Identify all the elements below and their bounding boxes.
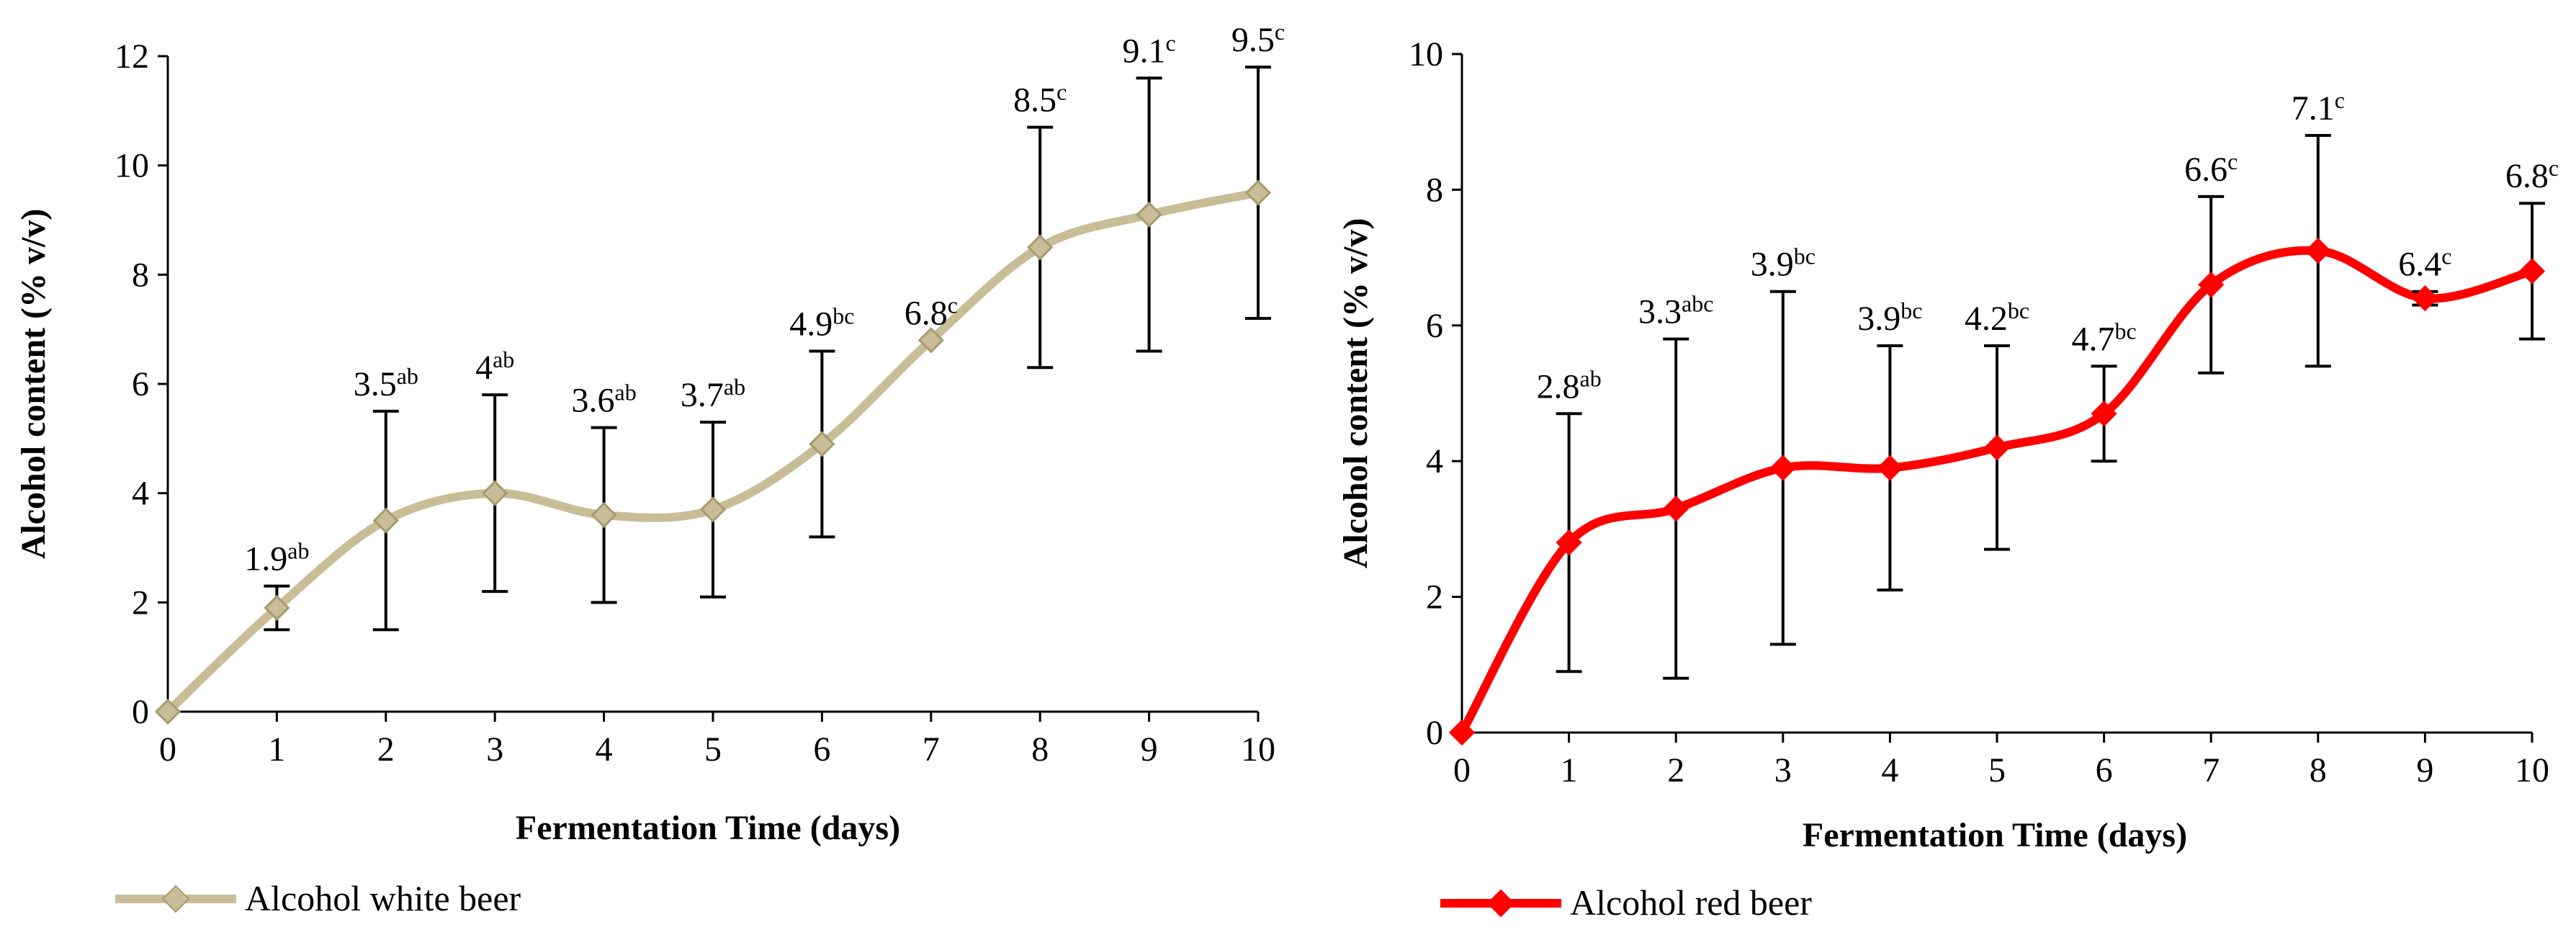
- legend-label: Alcohol red beer: [1570, 882, 1812, 923]
- data-label: 7.1c: [2292, 87, 2345, 127]
- data-point: [264, 594, 290, 622]
- x-tick-label: 10: [2515, 751, 2549, 789]
- x-tick-label: 1: [268, 730, 285, 769]
- x-tick-label: 6: [813, 730, 830, 769]
- data-label: 3.6ab: [571, 380, 636, 420]
- x-tick-label: 8: [2310, 751, 2327, 789]
- data-label: 3.5ab: [354, 363, 418, 403]
- data-point: [372, 507, 399, 534]
- data-point: [1769, 455, 1796, 481]
- x-tick-label: 10: [1241, 730, 1275, 769]
- x-tick-label: 9: [2416, 751, 2433, 789]
- data-label: 4.2bc: [1965, 297, 2029, 338]
- x-tick-label: 9: [1141, 730, 1158, 769]
- data-labels: 1.9ab 3.5ab 4ab 3.6ab 3.7ab 4.9bc 6.8c 8.5c 9.1c…: [244, 19, 1285, 578]
- x-tick-label: 2: [1667, 751, 1684, 789]
- data-point: [2412, 285, 2438, 312]
- legend: Alcohol red beer: [1440, 882, 1812, 923]
- data-point: [1244, 179, 1272, 206]
- data-point: [1556, 529, 1582, 556]
- x-tick-label: 8: [1031, 730, 1049, 769]
- x-axis-title: Fermentation Time (days): [1803, 816, 2187, 854]
- data-point: [591, 501, 617, 529]
- x-tick-label: 7: [923, 730, 940, 769]
- y-tick-label: 0: [1426, 714, 1443, 752]
- data-label: 6.8c: [905, 292, 958, 332]
- y-tick-label: 4: [132, 475, 149, 513]
- data-point: [482, 480, 508, 506]
- data-label: 6.8c: [2505, 155, 2559, 195]
- y-tick-label: 2: [1426, 578, 1443, 617]
- y-axis-title: Alcohol content (% v/v): [14, 209, 53, 560]
- data-point: [2305, 238, 2331, 264]
- x-tick-label: 5: [704, 730, 722, 769]
- x-tick-label: 0: [1453, 751, 1471, 789]
- data-point: [1877, 455, 1903, 481]
- data-point: [2518, 258, 2546, 285]
- x-tick-label: 1: [1561, 751, 1578, 789]
- x-tick-label: 6: [2096, 751, 2113, 789]
- data-point: [917, 327, 944, 354]
- data-point: [1663, 496, 1689, 522]
- data-label: 2.8ab: [1536, 365, 1601, 406]
- data-label: 6.6c: [2184, 148, 2238, 189]
- y-tick-label: 8: [1426, 171, 1443, 209]
- y-tick-label: 4: [1426, 442, 1443, 480]
- y-tick-label: 10: [1409, 35, 1443, 73]
- x-tick-label: 0: [159, 730, 176, 769]
- x-axis-title: Fermentation Time (days): [516, 809, 900, 847]
- y-tick-label: 6: [1426, 307, 1443, 345]
- x-tick-label: 3: [1774, 751, 1792, 789]
- x-tick-label: 3: [486, 730, 503, 769]
- data-label: 9.5c: [1231, 19, 1285, 59]
- y-tick-label: 0: [132, 693, 149, 731]
- data-point: [154, 698, 181, 725]
- y-tick-label: 12: [115, 37, 149, 76]
- legend-label: Alcohol white beer: [245, 878, 521, 918]
- legend-diamond-icon: [1486, 889, 1515, 918]
- x-tick-label: 7: [2202, 751, 2220, 789]
- legend: Alcohol white beer: [115, 878, 521, 918]
- data-point: [1983, 434, 2011, 461]
- x-tick-label: 4: [1881, 751, 1898, 789]
- y-tick-label: 8: [132, 256, 149, 294]
- data-point: [2198, 272, 2225, 298]
- error-bars: [264, 66, 1271, 632]
- markers: [154, 179, 1272, 725]
- data-label: 3.9bc: [1751, 243, 1816, 284]
- chart-red-beer: 0 2 4 6 8 10 0 1 2 3 4 5 6 7 8 9 10 2.8ab 3.3abc 3.9bc 3.9b…: [1337, 35, 2559, 923]
- data-label: 4ab: [475, 346, 514, 387]
- x-tick-label: 5: [1988, 751, 2006, 789]
- data-label: 6.4c: [2398, 243, 2451, 284]
- data-point: [1136, 201, 1162, 228]
- data-point: [699, 496, 727, 523]
- data-label: 8.5c: [1013, 79, 1067, 120]
- ticks: 0 2 4 6 8 10 0 1 2 3 4 5 6 7 8 9 10: [1409, 35, 2549, 789]
- data-labels: 2.8ab 3.3abc 3.9bc 3.9bc 4.2bc 4.7bc 6.6c 7.1c 6…: [1536, 87, 2559, 406]
- x-tick-label: 2: [377, 730, 395, 769]
- data-label: 4.9bc: [789, 303, 854, 344]
- data-point: [809, 431, 835, 457]
- data-label: 3.3abc: [1638, 291, 1713, 331]
- data-label: 1.9ab: [244, 538, 309, 578]
- y-axis-title: Alcohol content (% v/v): [1337, 218, 1375, 569]
- data-point: [1448, 719, 1476, 746]
- y-tick-label: 10: [115, 147, 149, 185]
- legend-diamond-icon: [161, 885, 190, 913]
- data-point: [2091, 400, 2117, 427]
- error-bars: [1556, 134, 2545, 680]
- x-tick-label: 4: [596, 730, 613, 769]
- data-label: 3.7ab: [681, 374, 745, 414]
- data-point: [1027, 234, 1054, 261]
- markers: [1448, 238, 2546, 746]
- data-label: 4.7bc: [2071, 318, 2136, 358]
- y-tick-label: 6: [132, 365, 149, 403]
- data-label: 3.9bc: [1857, 297, 1922, 338]
- y-tick-label: 2: [132, 583, 149, 622]
- data-label: 9.1c: [1122, 30, 1175, 70]
